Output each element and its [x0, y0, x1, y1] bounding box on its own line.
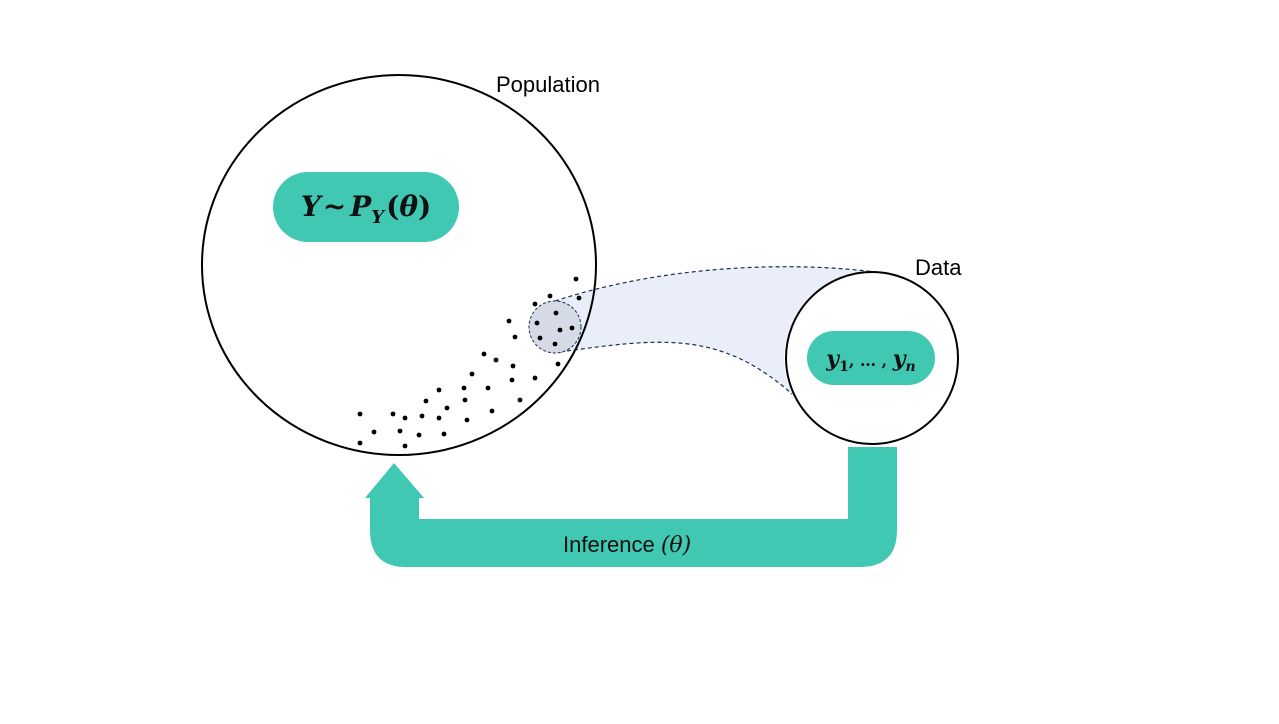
population-point — [462, 397, 468, 403]
population-point — [416, 432, 422, 438]
population-points — [357, 276, 582, 449]
population-point — [357, 411, 363, 417]
data-formula: y1, … , yn — [825, 346, 915, 375]
population-point — [419, 413, 425, 419]
population-point — [436, 415, 442, 421]
sampling-band-top-edge — [554, 266, 896, 302]
inference-label: Inference (θ) — [563, 532, 691, 558]
population-point — [390, 411, 396, 417]
population-point — [547, 293, 553, 299]
population-point — [506, 318, 512, 324]
population-point — [553, 310, 559, 316]
population-point — [464, 417, 470, 423]
sample-region-circle — [528, 300, 582, 354]
population-point — [441, 431, 447, 437]
population-point — [532, 375, 538, 381]
population-point — [532, 301, 538, 307]
population-point — [517, 397, 523, 403]
data-label: Data — [915, 255, 962, 280]
population-label: Population — [496, 72, 600, 97]
population-point — [573, 276, 579, 282]
population-formula-pill — [273, 172, 459, 242]
population-point — [509, 377, 515, 383]
population-point — [397, 428, 403, 434]
population-point — [402, 415, 408, 421]
population-point — [469, 371, 475, 377]
sampling-band-bottom-edge — [559, 341, 793, 395]
population-point — [402, 443, 408, 449]
inference-arrow — [365, 447, 897, 567]
population-point — [512, 334, 518, 340]
population-circle — [201, 74, 597, 456]
population-point — [537, 335, 543, 341]
population-point — [444, 405, 450, 411]
population-point — [493, 357, 499, 363]
population-formula: Y~ PY(θ) — [301, 190, 432, 228]
population-point — [371, 429, 377, 435]
population-point — [485, 385, 491, 391]
population-point — [576, 295, 582, 301]
population-point — [357, 440, 363, 446]
population-point — [489, 408, 495, 414]
population-point — [557, 327, 563, 333]
population-point — [423, 398, 429, 404]
population-point — [481, 351, 487, 357]
population-point — [555, 361, 561, 367]
population-point — [510, 363, 516, 369]
data-formula-pill — [807, 331, 935, 385]
population-point — [461, 385, 467, 391]
population-point — [552, 341, 558, 347]
population-point — [569, 325, 575, 331]
population-point — [436, 387, 442, 393]
population-point — [534, 320, 540, 326]
